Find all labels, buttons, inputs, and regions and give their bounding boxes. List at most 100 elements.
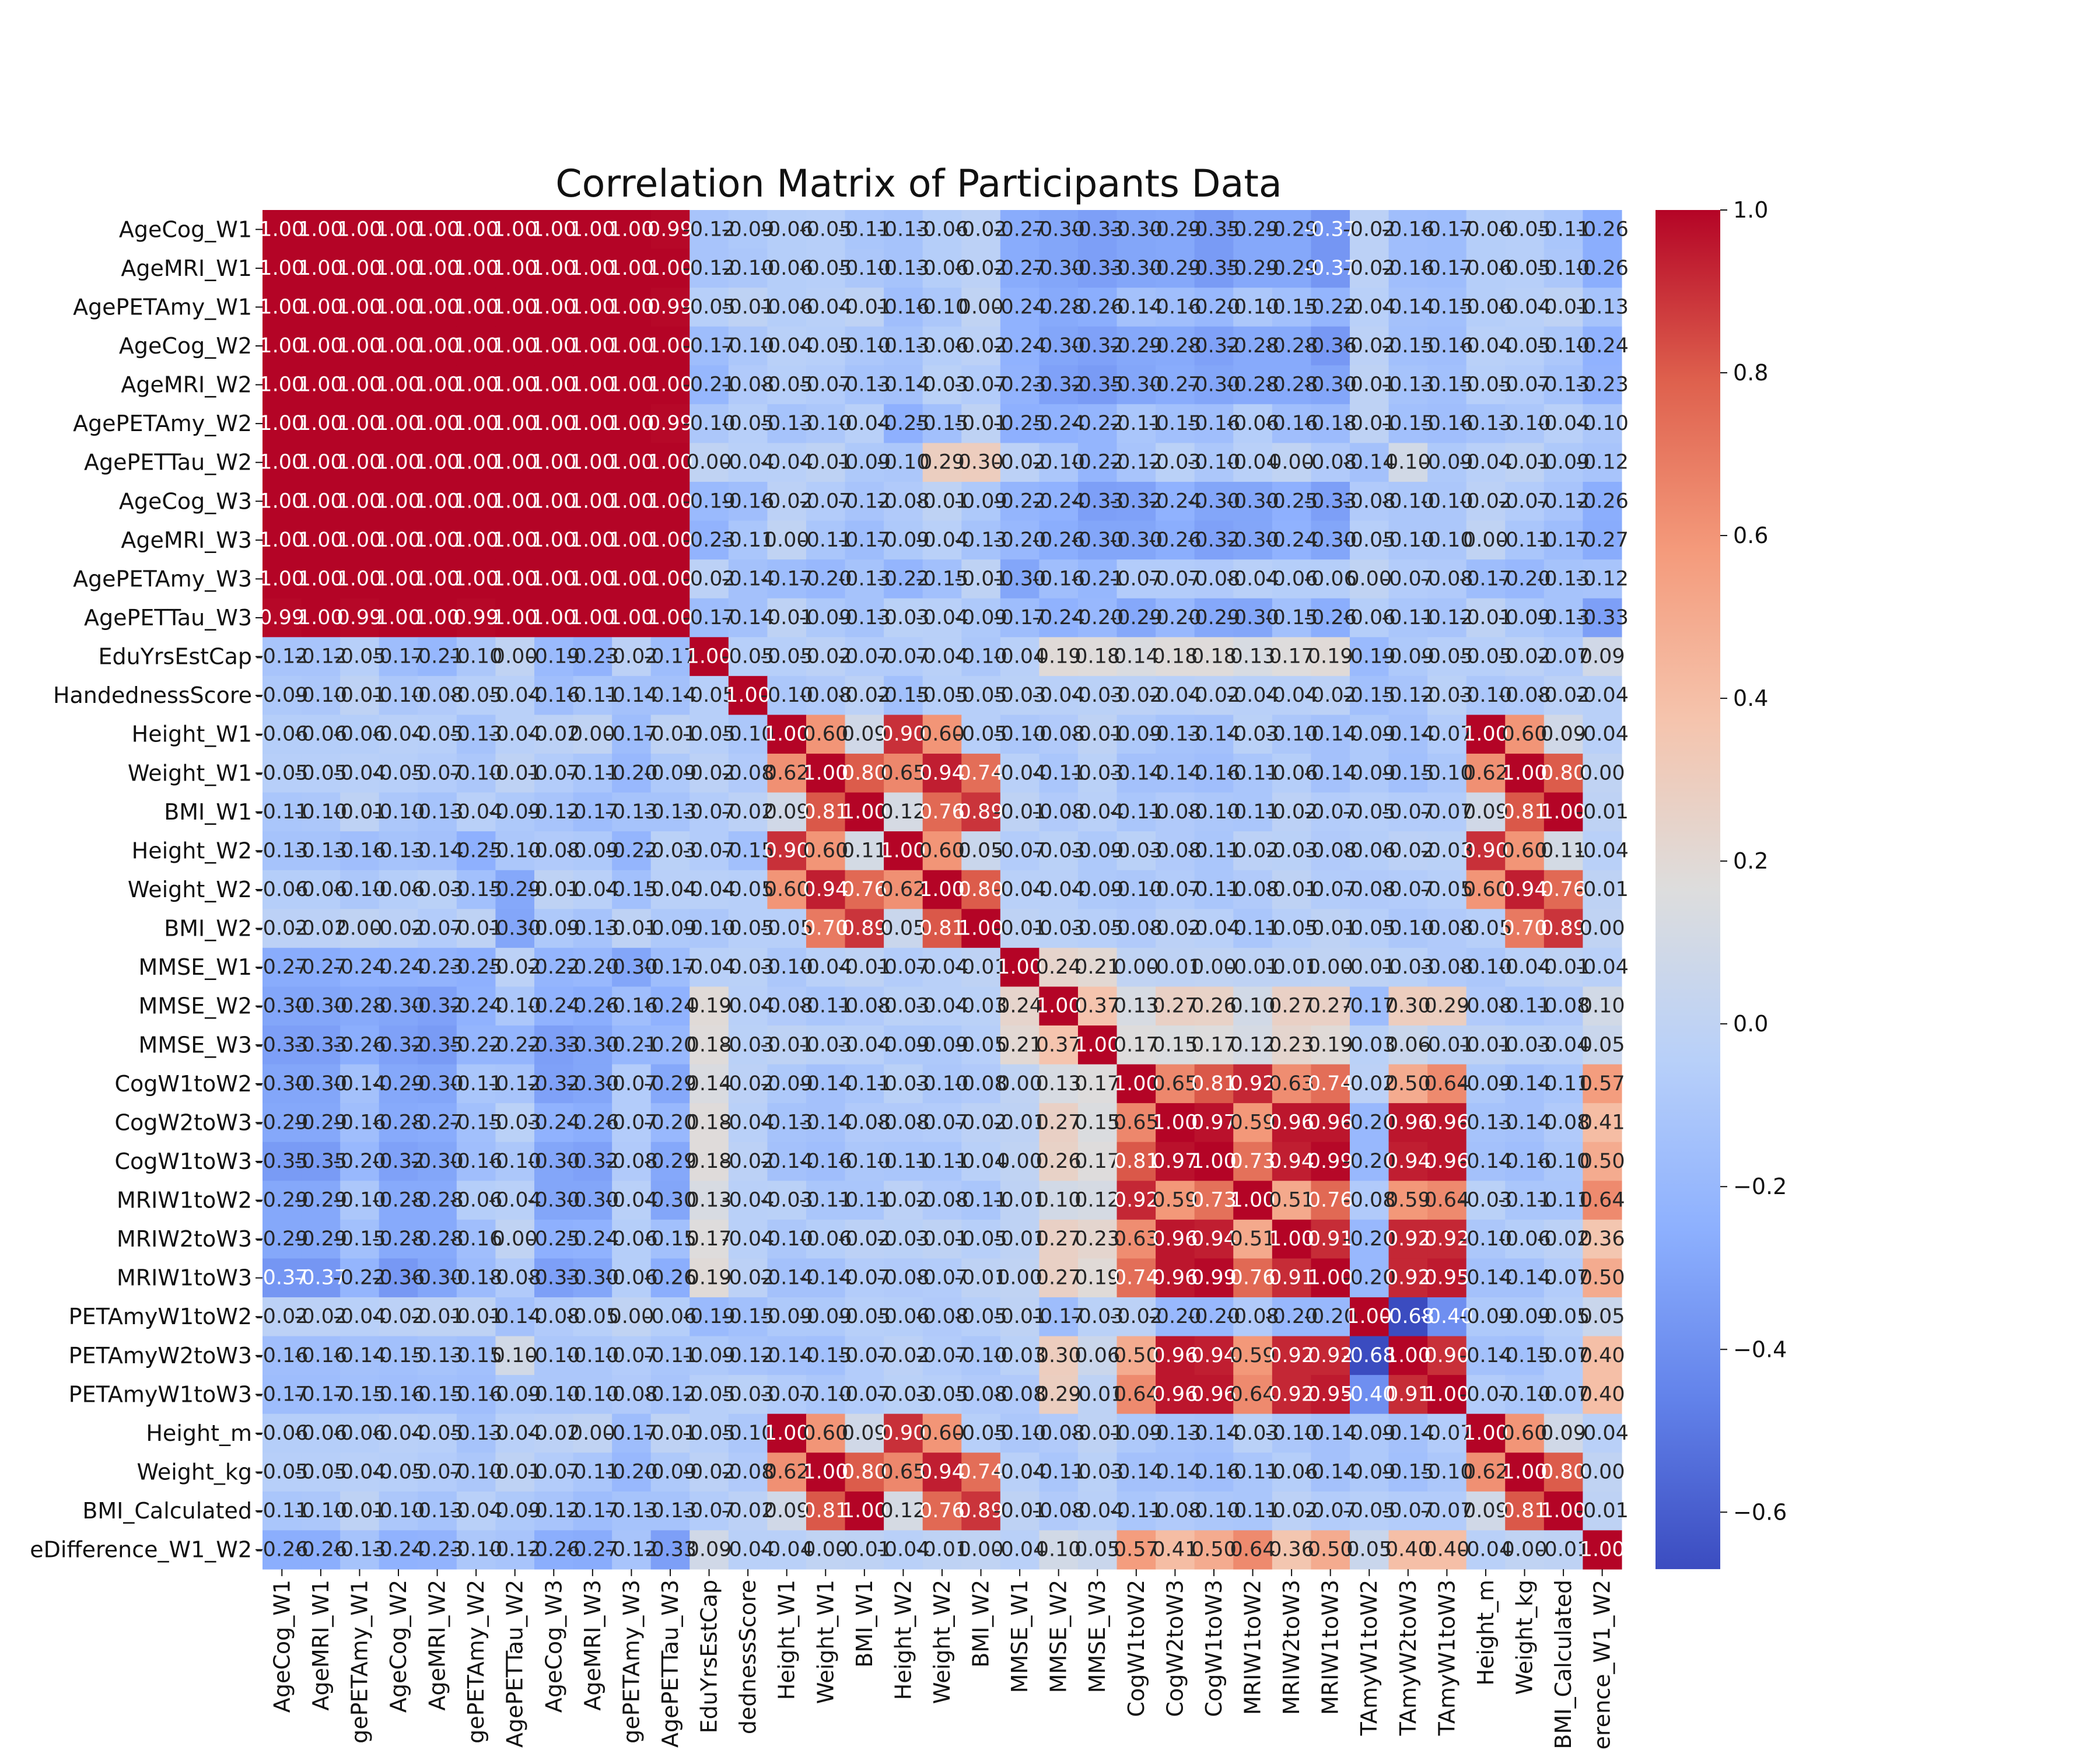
heatmap-cell bbox=[1194, 1297, 1234, 1337]
cell-value: -0.13 bbox=[644, 800, 697, 824]
heatmap-cell bbox=[1000, 831, 1040, 871]
cell-value: 1.00 bbox=[492, 334, 538, 358]
heatmap-cell bbox=[1000, 637, 1040, 677]
heatmap-cell bbox=[1427, 1452, 1467, 1492]
heatmap-cell bbox=[961, 909, 1001, 949]
heatmap-cell bbox=[1039, 753, 1079, 793]
heatmap-cell bbox=[1349, 326, 1390, 366]
heatmap-cell bbox=[495, 831, 535, 871]
heatmap-cell bbox=[1272, 1181, 1311, 1220]
heatmap-cell bbox=[1583, 870, 1622, 909]
cell-value: -0.35 bbox=[1188, 218, 1241, 241]
cell-value: -0.05 bbox=[1498, 334, 1551, 358]
heatmap-cell bbox=[690, 1219, 729, 1259]
heatmap-cell bbox=[612, 1530, 652, 1570]
cell-value: -0.04 bbox=[1498, 295, 1551, 318]
heatmap-cell bbox=[1466, 986, 1506, 1026]
heatmap-cell bbox=[379, 870, 418, 909]
heatmap-cell bbox=[690, 520, 729, 560]
heatmap-cell bbox=[1233, 365, 1273, 405]
cell-value: -0.21 bbox=[1071, 567, 1124, 590]
row-label: BMI_W2 bbox=[164, 916, 252, 942]
cell-value: -0.06 bbox=[1265, 567, 1318, 590]
heatmap-cell bbox=[1544, 481, 1583, 522]
cell-value: -0.03 bbox=[1226, 723, 1279, 746]
cell-value: -0.28 bbox=[1226, 334, 1279, 358]
cell-value: -0.10 bbox=[838, 257, 891, 280]
heatmap-cell bbox=[262, 598, 302, 638]
heatmap-cell bbox=[1116, 481, 1156, 522]
row-labels: AgeCog_W1AgeMRI_W1AgePETAmy_W1AgeCog_W2A… bbox=[30, 216, 262, 1563]
heatmap-cell bbox=[573, 1413, 612, 1453]
cell-value: -0.01 bbox=[1576, 878, 1629, 901]
heatmap-cell bbox=[379, 520, 418, 560]
heatmap-cell bbox=[728, 947, 768, 987]
heatmap-cell bbox=[1194, 326, 1234, 366]
heatmap-cell bbox=[1116, 1452, 1156, 1492]
colorbar-tick-label: 0.2 bbox=[1733, 848, 1768, 874]
row-label: AgeCog_W1 bbox=[119, 216, 252, 242]
heatmap-cell bbox=[1427, 249, 1467, 288]
heatmap-cell bbox=[1466, 1413, 1506, 1453]
heatmap-cell bbox=[1116, 365, 1156, 405]
heatmap-cell bbox=[1311, 1025, 1350, 1065]
cell-value: -0.08 bbox=[411, 684, 464, 707]
cell-value: 0.50 bbox=[1580, 1266, 1625, 1290]
cell-value: 0.30 bbox=[958, 451, 1004, 474]
cell-value: 1.00 bbox=[570, 567, 615, 590]
cell-value: -0.19 bbox=[527, 645, 580, 668]
heatmap-cell bbox=[301, 947, 341, 987]
heatmap-cell bbox=[1427, 676, 1467, 716]
heatmap-cell bbox=[573, 831, 612, 871]
cell-value: -0.36 bbox=[1304, 334, 1357, 358]
row-label: MMSE_W2 bbox=[139, 993, 252, 1019]
heatmap-cell bbox=[301, 481, 341, 522]
heatmap-cell bbox=[1233, 947, 1273, 987]
heatmap-cell bbox=[379, 210, 418, 250]
heatmap-cell bbox=[612, 1452, 652, 1492]
heatmap-cell bbox=[534, 1142, 574, 1181]
heatmap-cell bbox=[262, 404, 302, 444]
heatmap-cell bbox=[650, 1375, 690, 1415]
column-label: TAmyW2toW3 bbox=[1395, 1580, 1421, 1736]
heatmap-cell bbox=[650, 598, 690, 638]
heatmap-cell bbox=[340, 715, 380, 754]
heatmap-cell bbox=[301, 1413, 341, 1453]
heatmap-cell bbox=[845, 1530, 884, 1570]
heatmap-cell bbox=[961, 1452, 1001, 1492]
cell-value: -0.12 bbox=[527, 800, 580, 824]
cell-value: 1.00 bbox=[725, 684, 771, 707]
heatmap-cell bbox=[1039, 870, 1079, 909]
heatmap-cell bbox=[1039, 443, 1079, 482]
heatmap-cell bbox=[806, 365, 846, 405]
heatmap-cell bbox=[806, 1064, 846, 1104]
heatmap-cell bbox=[418, 598, 457, 638]
cell-value: -0.12 bbox=[295, 645, 348, 668]
heatmap-cell bbox=[495, 676, 535, 716]
column-label: gePETAmy_W2 bbox=[463, 1580, 489, 1744]
heatmap-cell bbox=[806, 1530, 846, 1570]
heatmap-cell bbox=[1039, 365, 1079, 405]
heatmap-cell bbox=[612, 598, 652, 638]
heatmap-cell bbox=[1388, 326, 1428, 366]
heatmap-cell bbox=[728, 365, 768, 405]
heatmap-cell bbox=[1156, 1297, 1195, 1337]
cell-value: 1.00 bbox=[298, 489, 344, 513]
heatmap-cell bbox=[884, 947, 923, 987]
heatmap-cell bbox=[1388, 1103, 1428, 1143]
cell-value: -0.05 bbox=[1420, 645, 1474, 668]
heatmap-cell bbox=[922, 637, 962, 677]
cell-value: -0.03 bbox=[877, 606, 930, 629]
heatmap-cell bbox=[1233, 831, 1273, 871]
heatmap-cell bbox=[1077, 870, 1118, 909]
heatmap-cell bbox=[1349, 443, 1390, 482]
heatmap-cell bbox=[884, 1219, 923, 1259]
heatmap-cell bbox=[650, 792, 690, 832]
heatmap-cell bbox=[1077, 1025, 1118, 1065]
cell-value: -0.19 bbox=[682, 489, 736, 513]
cell-value: -0.12 bbox=[838, 489, 891, 513]
heatmap-cell bbox=[573, 1491, 612, 1531]
cell-value: -0.27 bbox=[1149, 373, 1202, 397]
cell-value: 1.00 bbox=[259, 257, 304, 280]
cell-value: -0.02 bbox=[1304, 684, 1357, 707]
